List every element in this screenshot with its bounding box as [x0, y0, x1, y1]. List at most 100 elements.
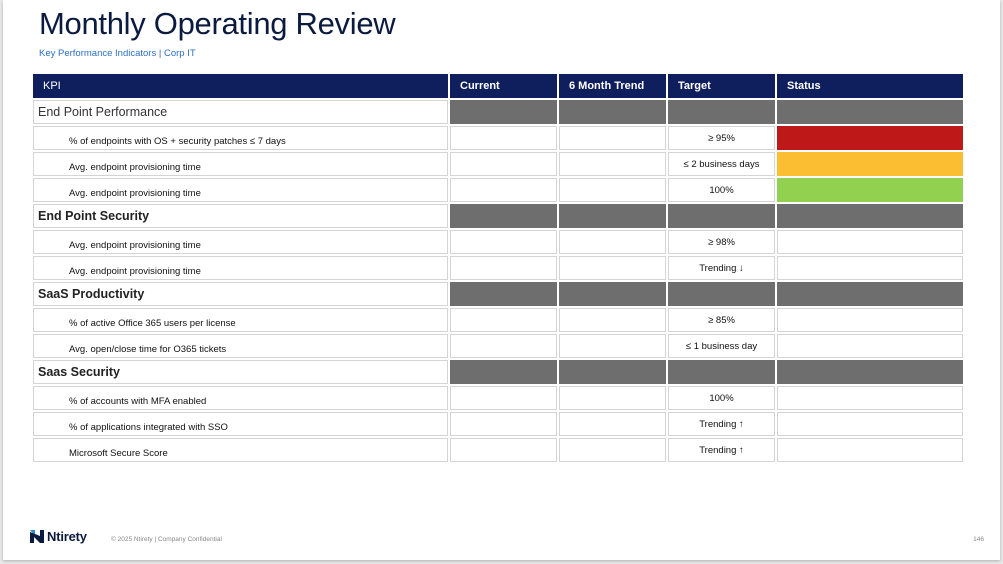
section-fill-cell — [777, 100, 963, 124]
section-fill-cell — [559, 360, 666, 384]
status-cell — [777, 334, 963, 358]
target-cell: Trending ↓ — [668, 256, 775, 280]
current-cell — [450, 438, 557, 462]
section-fill-cell — [668, 204, 775, 228]
brand-logo: Ntirety — [29, 528, 87, 544]
section-fill-cell — [450, 360, 557, 384]
current-cell — [450, 386, 557, 410]
section-fill-cell — [450, 100, 557, 124]
header-status: Status — [777, 74, 963, 98]
section-label: Saas Security — [33, 360, 448, 384]
current-cell — [450, 334, 557, 358]
trend-cell — [559, 308, 666, 332]
section-fill-cell — [668, 360, 775, 384]
status-cell — [777, 412, 963, 436]
target-cell: ≤ 1 business day — [668, 334, 775, 358]
section-fill-cell — [777, 282, 963, 306]
trend-cell — [559, 334, 666, 358]
kpi-label: Avg. endpoint provisioning time — [33, 178, 448, 202]
section-row: End Point Performance — [33, 100, 963, 124]
kpi-label: Avg. endpoint provisioning time — [33, 152, 448, 176]
header-trend: 6 Month Trend — [559, 74, 666, 98]
section-fill-cell — [559, 100, 666, 124]
table-row: % of accounts with MFA enabled 100% — [33, 386, 963, 410]
section-label: End Point Performance — [33, 100, 448, 124]
section-row: Saas Security — [33, 360, 963, 384]
table-row: Avg. endpoint provisioning time Trending … — [33, 256, 963, 280]
current-cell — [450, 126, 557, 150]
target-cell: Trending ↑ — [668, 438, 775, 462]
kpi-label: % of accounts with MFA enabled — [33, 386, 448, 410]
section-fill-cell — [777, 204, 963, 228]
section-fill-cell — [450, 204, 557, 228]
table-row: % of applications integrated with SSO Tre… — [33, 412, 963, 436]
kpi-label: % of applications integrated with SSO — [33, 412, 448, 436]
section-fill-cell — [777, 360, 963, 384]
section-label: End Point Security — [33, 204, 448, 228]
current-cell — [450, 256, 557, 280]
status-cell — [777, 152, 963, 176]
target-cell: Trending ↑ — [668, 412, 775, 436]
trend-cell — [559, 126, 666, 150]
current-cell — [450, 308, 557, 332]
trend-cell — [559, 152, 666, 176]
header-current: Current — [450, 74, 557, 98]
target-cell: 100% — [668, 178, 775, 202]
table-row: Avg. endpoint provisioning time 100% — [33, 178, 963, 202]
table-row: % of endpoints with OS + security patche… — [33, 126, 963, 150]
section-fill-cell — [668, 100, 775, 124]
page-subtitle: Key Performance Indicators | Corp IT — [39, 48, 196, 59]
page-title: Monthly Operating Review — [39, 6, 396, 41]
kpi-label: Avg. endpoint provisioning time — [33, 256, 448, 280]
trend-cell — [559, 438, 666, 462]
ntirety-logo-icon — [30, 530, 44, 543]
target-cell: ≥ 98% — [668, 230, 775, 254]
status-cell — [777, 178, 963, 202]
trend-cell — [559, 230, 666, 254]
header-target: Target — [668, 74, 775, 98]
current-cell — [450, 152, 557, 176]
status-cell — [777, 308, 963, 332]
status-cell — [777, 438, 963, 462]
current-cell — [450, 178, 557, 202]
trend-cell — [559, 386, 666, 410]
table-row: Microsoft Secure Score Trending ↑ — [33, 438, 963, 462]
trend-cell — [559, 256, 666, 280]
kpi-label: Avg. open/close time for O365 tickets — [33, 334, 448, 358]
kpi-label: Avg. endpoint provisioning time — [33, 230, 448, 254]
section-row: SaaS Productivity — [33, 282, 963, 306]
status-cell — [777, 230, 963, 254]
table-row: Avg. endpoint provisioning time ≥ 98% — [33, 230, 963, 254]
kpi-label: % of active Office 365 users per license — [33, 308, 448, 332]
target-cell: ≤ 2 business days — [668, 152, 775, 176]
section-fill-cell — [559, 204, 666, 228]
page-number: 146 — [973, 536, 984, 543]
target-cell: ≥ 85% — [668, 308, 775, 332]
section-row: End Point Security — [33, 204, 963, 228]
kpi-table: KPI Current 6 Month Trend Target Status … — [31, 72, 965, 464]
table-row: % of active Office 365 users per license… — [33, 308, 963, 332]
footer-copyright: © 2025 Ntirety | Company Confidential — [111, 536, 222, 543]
brand-name: Ntirety — [47, 528, 87, 544]
target-cell: 100% — [668, 386, 775, 410]
status-cell — [777, 126, 963, 150]
kpi-label: % of endpoints with OS + security patche… — [33, 126, 448, 150]
table-body: End Point Performance% of endpoints with… — [33, 100, 963, 462]
table-row: Avg. endpoint provisioning time ≤ 2 busin… — [33, 152, 963, 176]
current-cell — [450, 230, 557, 254]
target-cell: ≥ 95% — [668, 126, 775, 150]
section-fill-cell — [668, 282, 775, 306]
section-label: SaaS Productivity — [33, 282, 448, 306]
status-cell — [777, 386, 963, 410]
slide: Monthly Operating Review Key Performance… — [3, 0, 1000, 560]
section-fill-cell — [450, 282, 557, 306]
table-header-row: KPI Current 6 Month Trend Target Status — [33, 74, 963, 98]
table-row: Avg. open/close time for O365 tickets ≤ 1… — [33, 334, 963, 358]
trend-cell — [559, 178, 666, 202]
kpi-label: Microsoft Secure Score — [33, 438, 448, 462]
status-cell — [777, 256, 963, 280]
trend-cell — [559, 412, 666, 436]
current-cell — [450, 412, 557, 436]
section-fill-cell — [559, 282, 666, 306]
header-kpi: KPI — [33, 74, 448, 98]
